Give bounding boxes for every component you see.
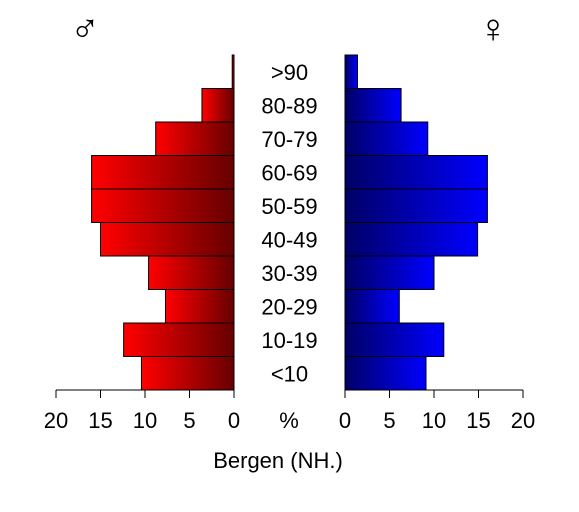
age-group-label: <10 [271,361,308,386]
age-group-label: >90 [271,60,308,85]
male-tick-label: 10 [133,408,157,433]
age-group-label: 10-19 [261,328,317,353]
male-bar [140,356,235,391]
age-group-label: 40-49 [261,227,317,252]
male-tick-label: 20 [44,408,68,433]
male-bar [148,255,235,290]
age-group-label: 20-29 [261,294,317,319]
female-tick-label: 0 [339,408,351,433]
female-bars [344,54,488,391]
male-bar [201,88,235,123]
male-bar [91,188,235,223]
male-symbol: ♂ [70,7,100,51]
female-bar [344,356,427,391]
female-bar [344,289,400,324]
male-bar [100,222,235,257]
category-labels: >90 80-89 70-79 60-69 50-59 40-49 30-39 20-29 10… [261,60,317,387]
male-bar [231,54,235,89]
age-group-label: 60-69 [261,160,317,185]
female-tick-label: 10 [422,408,446,433]
female-tick-label: 5 [383,408,395,433]
male-bar [91,155,235,190]
female-bar [344,322,445,357]
male-bar [155,121,235,156]
age-group-label: 30-39 [261,261,317,286]
female-bar [344,54,358,89]
male-bar [164,289,235,324]
female-bar [344,222,479,257]
chart-caption: Bergen (NH.) [213,448,343,473]
female-bar [344,88,402,123]
male-tick-label: 0 [228,408,240,433]
female-tick-label: 20 [511,408,535,433]
female-bar [344,121,429,156]
center-unit-label: % [279,408,299,433]
male-tick-label: 5 [183,408,195,433]
female-bar [344,155,488,190]
male-bar [123,322,235,357]
female-symbol: ♀ [478,7,508,51]
female-bar [344,188,488,223]
male-axis-ticks: 0 5 10 15 20 [44,390,240,433]
male-tick-label: 15 [88,408,112,433]
age-group-label: 50-59 [261,194,317,219]
female-tick-label: 15 [466,408,490,433]
male-bars [91,54,235,391]
female-bar [344,255,435,290]
female-axis-ticks: 0 5 10 15 20 [339,390,535,433]
age-group-label: 80-89 [261,93,317,118]
age-group-label: 70-79 [261,127,317,152]
